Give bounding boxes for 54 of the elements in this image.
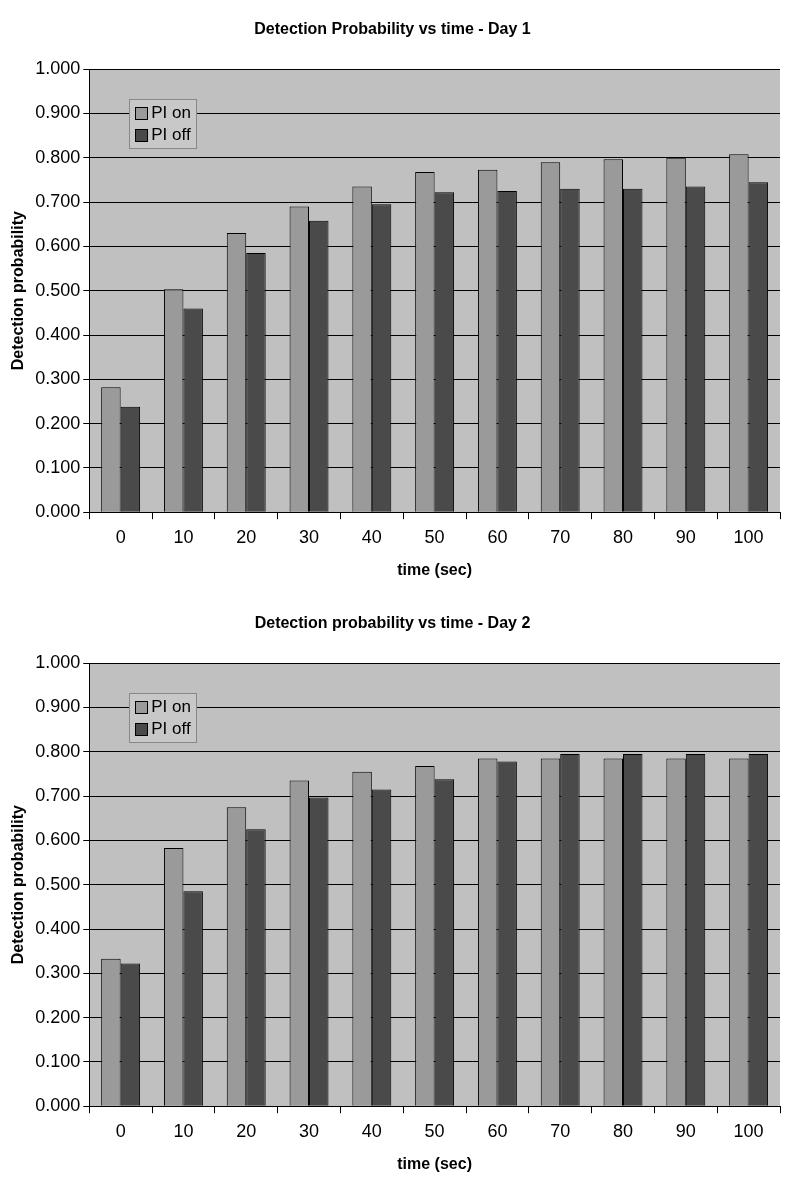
y-tick-label: 0.400 [35, 917, 81, 938]
x-tick-label: 0 [115, 1120, 126, 1141]
y-tick-label: 1.000 [35, 58, 81, 79]
y-tick-label: 0.900 [35, 696, 81, 717]
x-tick-label: 0 [115, 526, 126, 547]
y-tick-label: 0.000 [35, 1095, 81, 1116]
x-tick-label: 10 [173, 1120, 194, 1141]
legend-label: PI off [151, 124, 191, 147]
y-tick-label: 0.900 [35, 102, 81, 123]
x-tick-label: 70 [550, 1120, 571, 1141]
x-tick-label: 80 [612, 1120, 634, 1141]
y-tick-label: 0.700 [35, 191, 81, 212]
x-tick-label: 10 [173, 526, 194, 547]
y-tick-label: 0.800 [35, 146, 81, 167]
x-tick-label: 60 [487, 526, 508, 547]
legend-label: PI on [151, 102, 191, 125]
y-axis-title: Detection probability [9, 211, 27, 371]
y-tick-label: 1.000 [35, 652, 81, 673]
y-tick-label: 0.400 [35, 323, 81, 344]
y-tick-label: 0.100 [35, 1050, 81, 1071]
chart-title: Detection Probability vs time - Day 1 [254, 20, 531, 38]
y-tick-label: 0.700 [35, 785, 81, 806]
x-tick-label: 50 [424, 526, 445, 547]
y-tick-label: 0.300 [35, 368, 81, 389]
y-tick-label: 0.600 [35, 829, 81, 850]
x-tick-label: 80 [612, 526, 634, 547]
x-tick-label: 90 [675, 1120, 696, 1141]
y-tick-label: 0.600 [35, 235, 81, 256]
x-tick-label: 20 [236, 1120, 257, 1141]
x-tick-label: 50 [424, 1120, 445, 1141]
x-tick-label: 100 [733, 526, 764, 547]
y-tick-label: 0.300 [35, 962, 81, 983]
x-tick-label: 40 [361, 526, 382, 547]
x-tick-label: 70 [550, 526, 571, 547]
x-tick-label: 90 [675, 526, 696, 547]
legend-label: PI off [151, 718, 191, 741]
x-tick-label: 100 [733, 1120, 764, 1141]
x-tick-label: 20 [236, 526, 257, 547]
y-axis-title: Detection probability [9, 805, 27, 965]
x-axis-title: time (sec) [397, 560, 472, 578]
y-tick-label: 0.000 [35, 501, 81, 522]
y-tick-label: 0.200 [35, 1006, 81, 1027]
legend-label: PI on [151, 696, 191, 719]
y-tick-label: 0.100 [35, 456, 81, 477]
x-tick-label: 40 [361, 1120, 382, 1141]
x-tick-label: 30 [299, 526, 320, 547]
x-tick-label: 60 [487, 1120, 508, 1141]
chart-title: Detection probability vs time - Day 2 [254, 614, 531, 632]
x-tick-label: 30 [299, 1120, 320, 1141]
y-tick-label: 0.800 [35, 740, 81, 761]
y-tick-label: 0.200 [35, 412, 81, 433]
y-tick-label: 0.500 [35, 873, 81, 894]
y-tick-label: 0.500 [35, 279, 81, 300]
x-axis-title: time (sec) [397, 1154, 472, 1172]
